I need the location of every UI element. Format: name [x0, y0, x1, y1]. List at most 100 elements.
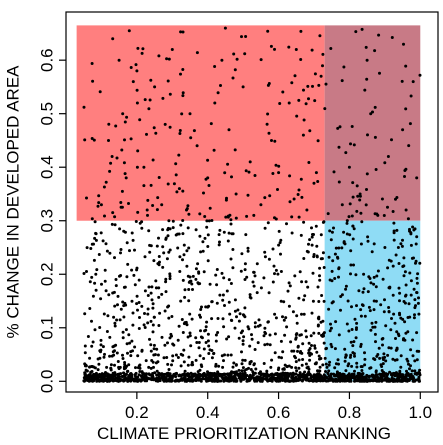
data-point — [277, 229, 281, 233]
data-point — [170, 48, 174, 51]
data-point — [148, 98, 152, 102]
data-point — [346, 364, 350, 368]
data-point — [413, 298, 417, 302]
data-point — [411, 377, 415, 381]
data-point — [374, 320, 378, 324]
data-point — [191, 288, 194, 291]
data-point — [223, 304, 226, 307]
data-point — [119, 201, 123, 204]
data-point — [114, 124, 118, 128]
data-point — [241, 372, 245, 375]
data-point — [313, 346, 317, 350]
data-point — [253, 348, 257, 351]
data-point — [162, 356, 166, 360]
data-point — [282, 367, 286, 371]
data-point — [402, 274, 406, 278]
data-point — [392, 379, 396, 383]
data-point — [127, 29, 131, 33]
data-point — [377, 346, 381, 350]
data-point — [150, 285, 154, 289]
data-point — [152, 259, 156, 263]
data-point — [205, 320, 209, 324]
data-point — [413, 306, 417, 310]
data-point — [114, 284, 118, 288]
data-point — [241, 366, 245, 370]
data-point — [392, 312, 396, 316]
data-point — [182, 253, 186, 257]
x-tick-label: 0.8 — [338, 403, 362, 422]
data-point — [246, 193, 250, 197]
data-point — [355, 375, 359, 379]
data-point — [204, 325, 208, 329]
data-point — [252, 362, 256, 366]
data-point — [164, 290, 168, 294]
data-point — [274, 163, 278, 167]
data-point — [161, 96, 165, 100]
data-point — [140, 348, 144, 352]
data-point — [381, 358, 385, 361]
data-point — [278, 241, 282, 245]
data-point — [126, 379, 130, 383]
data-point — [403, 270, 407, 274]
data-point — [250, 337, 254, 341]
data-point — [186, 363, 190, 367]
data-point — [217, 243, 221, 247]
data-point — [130, 299, 134, 303]
data-point — [216, 379, 220, 383]
data-point — [234, 363, 238, 367]
data-point — [245, 214, 249, 218]
data-point — [83, 138, 87, 142]
data-point — [318, 34, 322, 38]
data-point — [91, 79, 95, 83]
data-point — [115, 351, 119, 355]
data-point — [229, 282, 233, 285]
data-point — [142, 184, 146, 188]
data-point — [307, 161, 311, 164]
data-point — [240, 350, 243, 354]
data-point — [281, 315, 284, 319]
data-point — [222, 373, 225, 377]
data-point — [398, 299, 401, 303]
data-point — [300, 363, 304, 367]
data-point — [173, 379, 177, 383]
data-point — [274, 316, 278, 320]
data-point — [418, 261, 422, 265]
data-point — [297, 296, 301, 300]
data-point — [312, 253, 316, 256]
data-point — [170, 363, 173, 367]
data-point — [318, 278, 322, 282]
data-point — [290, 81, 294, 85]
data-point — [403, 320, 407, 324]
data-point — [337, 180, 341, 184]
data-point — [110, 354, 114, 358]
shaded-region-0 — [76, 25, 325, 221]
data-point — [126, 369, 130, 373]
data-point — [327, 307, 331, 311]
data-point — [365, 58, 369, 62]
data-point — [121, 375, 125, 378]
data-point — [83, 351, 87, 355]
data-point — [151, 302, 155, 306]
data-point — [319, 74, 323, 78]
data-point — [322, 373, 326, 377]
data-point — [267, 291, 271, 295]
data-point — [322, 334, 325, 338]
data-point — [329, 322, 332, 326]
data-point — [176, 356, 180, 359]
data-point — [350, 328, 354, 331]
data-point — [271, 247, 275, 251]
data-point — [366, 133, 369, 137]
data-point — [216, 331, 220, 334]
data-point — [345, 322, 349, 326]
data-point — [123, 363, 127, 367]
data-point — [267, 131, 271, 135]
data-point — [103, 214, 106, 218]
data-point — [392, 221, 396, 225]
data-point — [175, 371, 178, 375]
data-point — [202, 270, 206, 274]
data-point — [168, 227, 172, 231]
data-point — [197, 341, 201, 344]
data-point — [361, 304, 365, 307]
data-point — [318, 365, 322, 369]
